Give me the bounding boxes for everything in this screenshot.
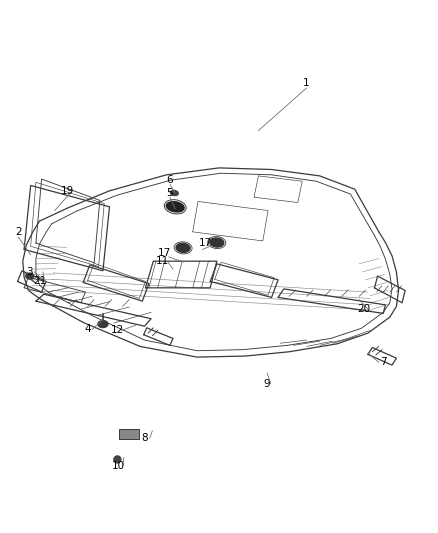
Ellipse shape	[98, 320, 108, 328]
Text: 21: 21	[34, 277, 47, 286]
Ellipse shape	[210, 238, 224, 247]
Text: 17: 17	[158, 248, 171, 258]
Ellipse shape	[26, 273, 34, 279]
Text: 19: 19	[61, 186, 74, 196]
Text: 8: 8	[141, 433, 148, 443]
Text: 2: 2	[15, 227, 22, 237]
Text: 12: 12	[111, 326, 124, 335]
Text: 11: 11	[156, 256, 170, 266]
Ellipse shape	[176, 244, 190, 252]
Text: 17: 17	[199, 238, 212, 247]
Text: 7: 7	[380, 358, 387, 367]
Text: 4: 4	[84, 325, 91, 334]
Ellipse shape	[170, 190, 178, 196]
Ellipse shape	[114, 456, 121, 463]
Text: 9: 9	[263, 379, 270, 389]
Text: 6: 6	[166, 175, 173, 185]
Text: 10: 10	[112, 462, 125, 471]
Text: 3: 3	[26, 267, 33, 277]
Text: 1: 1	[303, 78, 310, 87]
Text: 20: 20	[357, 304, 370, 314]
Ellipse shape	[166, 201, 184, 212]
Text: 5: 5	[166, 188, 173, 198]
FancyBboxPatch shape	[119, 430, 139, 439]
